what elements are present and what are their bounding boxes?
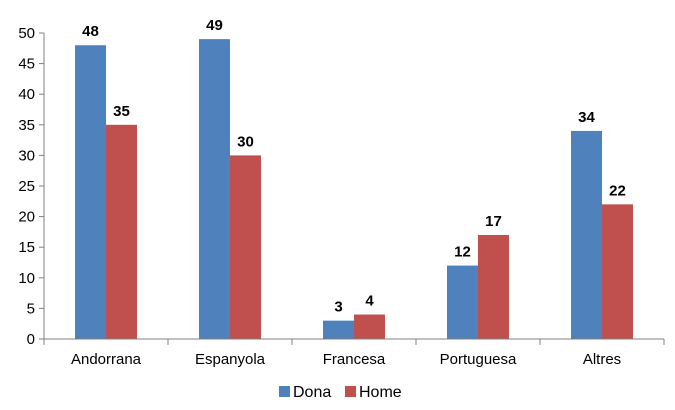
bar-home (354, 314, 385, 339)
legend-label-dona: Dona (293, 384, 331, 401)
bar-home (230, 155, 261, 339)
y-tick-label: 0 (27, 331, 35, 348)
y-tick-label: 40 (18, 86, 35, 103)
y-tick-label: 10 (18, 270, 35, 287)
legend: Dona Home (279, 384, 402, 401)
data-label: 4 (365, 293, 374, 310)
data-label: 49 (206, 17, 223, 34)
x-category-label: Espanyola (195, 351, 266, 368)
x-category-label: Portuguesa (440, 351, 517, 368)
y-tick-label: 35 (18, 117, 35, 134)
data-label: 48 (82, 23, 99, 40)
legend-label-home: Home (359, 384, 402, 401)
bar-dona (199, 39, 230, 340)
y-tick-label: 50 (18, 25, 35, 42)
data-label: 22 (609, 182, 626, 199)
bar-dona (571, 130, 602, 339)
data-label: 17 (485, 213, 502, 230)
bar-dona (75, 45, 106, 340)
y-tick-label: 25 (18, 178, 35, 195)
data-label: 3 (334, 299, 342, 316)
legend-swatch-home (345, 386, 356, 397)
data-label: 34 (578, 109, 595, 126)
x-axis: Andorrana Espanyola Francesa Portuguesa Altr… (43, 338, 665, 368)
bar-home (106, 124, 137, 339)
bar-home (478, 234, 509, 339)
data-label: 12 (454, 244, 471, 261)
legend-swatch-dona (279, 386, 290, 397)
y-tick-label: 15 (18, 239, 35, 256)
x-category-label: Altres (583, 351, 621, 368)
x-category-label: Francesa (323, 351, 386, 368)
y-tick-label: 45 (18, 56, 35, 73)
bar-dona (323, 320, 354, 339)
x-category-label: Andorrana (71, 351, 142, 368)
y-tick-label: 30 (18, 147, 35, 164)
data-label: 35 (113, 103, 130, 120)
data-label: 30 (237, 133, 254, 150)
y-tick-label: 5 (27, 300, 35, 317)
bar-home (602, 204, 633, 339)
y-axis: 0 5 10 15 20 25 30 35 40 45 50 (18, 25, 45, 348)
y-tick-label: 20 (18, 209, 35, 226)
bar-dona (447, 265, 478, 339)
